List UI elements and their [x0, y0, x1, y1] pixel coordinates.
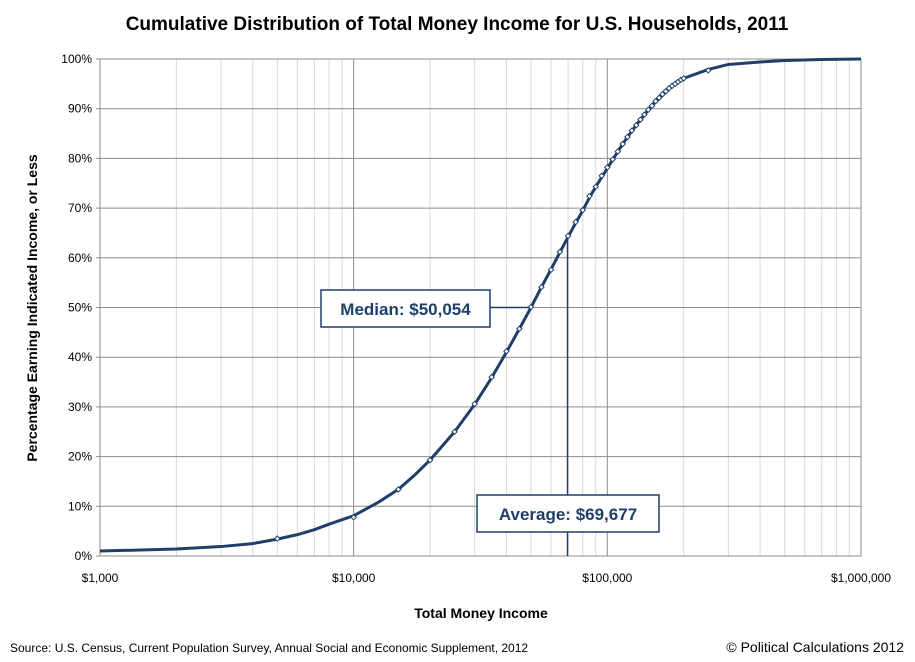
- chart-title: Cumulative Distribution of Total Money I…: [126, 14, 789, 35]
- data-point-marker: [637, 116, 644, 123]
- y-tick-label: 30%: [68, 400, 92, 414]
- data-point-marker: [655, 94, 663, 102]
- y-tick-label: 40%: [68, 350, 92, 364]
- y-tick-label: 0%: [75, 549, 93, 563]
- data-point-marker: [395, 486, 402, 493]
- data-point-marker: [488, 373, 495, 381]
- y-tick-label: 90%: [68, 102, 92, 116]
- data-point-marker: [628, 127, 636, 134]
- data-point-marker: [527, 303, 535, 311]
- data-point-marker: [516, 325, 523, 333]
- x-tick-label: $10,000: [332, 571, 376, 585]
- data-point-marker: [547, 266, 555, 274]
- data-point-marker: [503, 347, 510, 355]
- data-point-marker: [350, 513, 357, 521]
- x-tick-label: $1,000: [82, 571, 119, 585]
- data-point-marker: [614, 148, 622, 155]
- y-tick-label: 80%: [68, 151, 92, 165]
- median-callout-box: [320, 289, 491, 328]
- data-point-marker: [644, 106, 652, 114]
- data-point-marker: [604, 164, 611, 171]
- data-point-marker: [659, 90, 666, 98]
- data-point-marker: [579, 206, 587, 214]
- data-point-marker: [538, 283, 545, 291]
- data-point-marker: [451, 428, 458, 436]
- data-point-marker: [662, 87, 670, 95]
- axes: [96, 58, 862, 557]
- plot-frame: [99, 58, 862, 557]
- data-point-marker: [704, 67, 712, 74]
- source-note: Source: U.S. Census, Current Population …: [10, 641, 528, 655]
- data-point-marker: [624, 133, 631, 141]
- data-point-marker: [564, 232, 572, 240]
- data-point-marker: [680, 75, 688, 82]
- data-point-marker: [641, 111, 648, 118]
- x-tick-labels: $1,000 $10,000 $100,000 $1,000,000: [82, 571, 892, 585]
- series-cdf: [99, 57, 862, 553]
- data-point-marker: [273, 535, 281, 542]
- data-point-marker: [652, 97, 659, 105]
- data-point-marker: [471, 400, 479, 408]
- data-point-marker: [619, 140, 627, 148]
- y-tick-label: 100%: [61, 52, 92, 66]
- x-tick-label: $1,000,000: [831, 571, 891, 585]
- y-tick-label: 50%: [68, 301, 92, 315]
- copyright-note: © Political Calculations 2012: [726, 639, 904, 655]
- x-tick-label: $100,000: [582, 571, 632, 585]
- y-tick-label: 60%: [68, 251, 92, 265]
- y-tick-labels: 0% 10% 20% 30% 40% 50% 60% 70% 80% 90% 100%: [61, 52, 92, 563]
- y-tick-label: 70%: [68, 201, 92, 215]
- x-axis-title: Total Money Income: [414, 605, 548, 621]
- data-point-marker: [648, 102, 656, 110]
- median-callout: Median: $50,054: [320, 289, 491, 328]
- data-point-marker: [598, 172, 605, 180]
- y-tick-label: 20%: [68, 450, 92, 464]
- average-callout-box: [476, 494, 660, 533]
- data-point-marker: [592, 183, 600, 191]
- data-point-marker: [426, 456, 434, 464]
- average-label: Average: $69,677: [499, 505, 637, 524]
- average-callout: Average: $69,677: [476, 494, 660, 533]
- y-axis-title: Percentage Earning Indicated Income, or …: [24, 154, 40, 462]
- y-tick-label: 10%: [68, 499, 92, 513]
- data-point-marker: [609, 156, 617, 163]
- data-point-marker: [632, 121, 640, 129]
- data-point-marker: [556, 248, 564, 256]
- data-point-marker: [586, 192, 593, 200]
- median-label: Median: $50,054: [340, 300, 471, 319]
- data-point-marker: [572, 218, 579, 226]
